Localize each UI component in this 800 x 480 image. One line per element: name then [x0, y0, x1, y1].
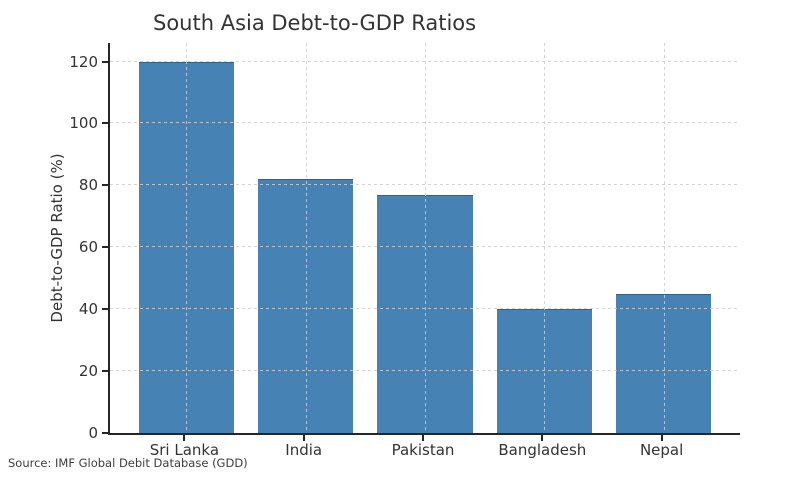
horizontal-gridline [110, 370, 740, 372]
vertical-gridline [544, 43, 546, 433]
x-tick-label: Bangladesh [498, 441, 587, 459]
x-tick-mark [422, 435, 424, 441]
horizontal-gridline [110, 122, 740, 124]
y-tick-label: 100 [69, 114, 98, 133]
y-tick-mark [102, 60, 108, 63]
x-tick-mark [541, 435, 544, 441]
vertical-gridline [186, 43, 188, 433]
x-tick-mark [302, 435, 305, 441]
x-tick-mark [660, 435, 663, 441]
x-tick-label: Nepal [639, 441, 684, 459]
x-tick-label: Pakistan [391, 441, 455, 459]
y-tick-mark [102, 432, 108, 434]
y-tick-mark [102, 246, 108, 249]
plot-area [108, 43, 740, 435]
y-tick-label: 80 [78, 176, 98, 195]
vertical-gridline [305, 43, 307, 433]
horizontal-gridline [110, 184, 740, 186]
horizontal-gridline [110, 308, 740, 310]
y-tick-label: 0 [88, 424, 98, 442]
vertical-gridline [425, 43, 426, 433]
y-tick-label: 40 [78, 300, 98, 319]
y-tick-label: 20 [78, 362, 98, 381]
y-tick-label: 120 [69, 52, 98, 71]
x-tick-label: India [285, 441, 323, 459]
y-tick-mark [102, 308, 108, 311]
chart-title: South Asia Debt-to-GDP Ratios [153, 11, 477, 35]
horizontal-gridline [110, 246, 740, 248]
vertical-gridline [663, 43, 665, 433]
horizontal-gridline [110, 60, 740, 62]
x-tick-label: Sri Lanka [149, 441, 220, 459]
y-tick-mark [102, 370, 108, 373]
source-note: Source: IMF Global Debit Database (GDD) [8, 456, 248, 470]
y-tick-mark [102, 122, 108, 125]
x-tick-mark [183, 435, 186, 441]
y-tick-label: 60 [78, 238, 98, 257]
y-tick-mark [102, 184, 108, 187]
bar-pakistan [377, 194, 473, 433]
